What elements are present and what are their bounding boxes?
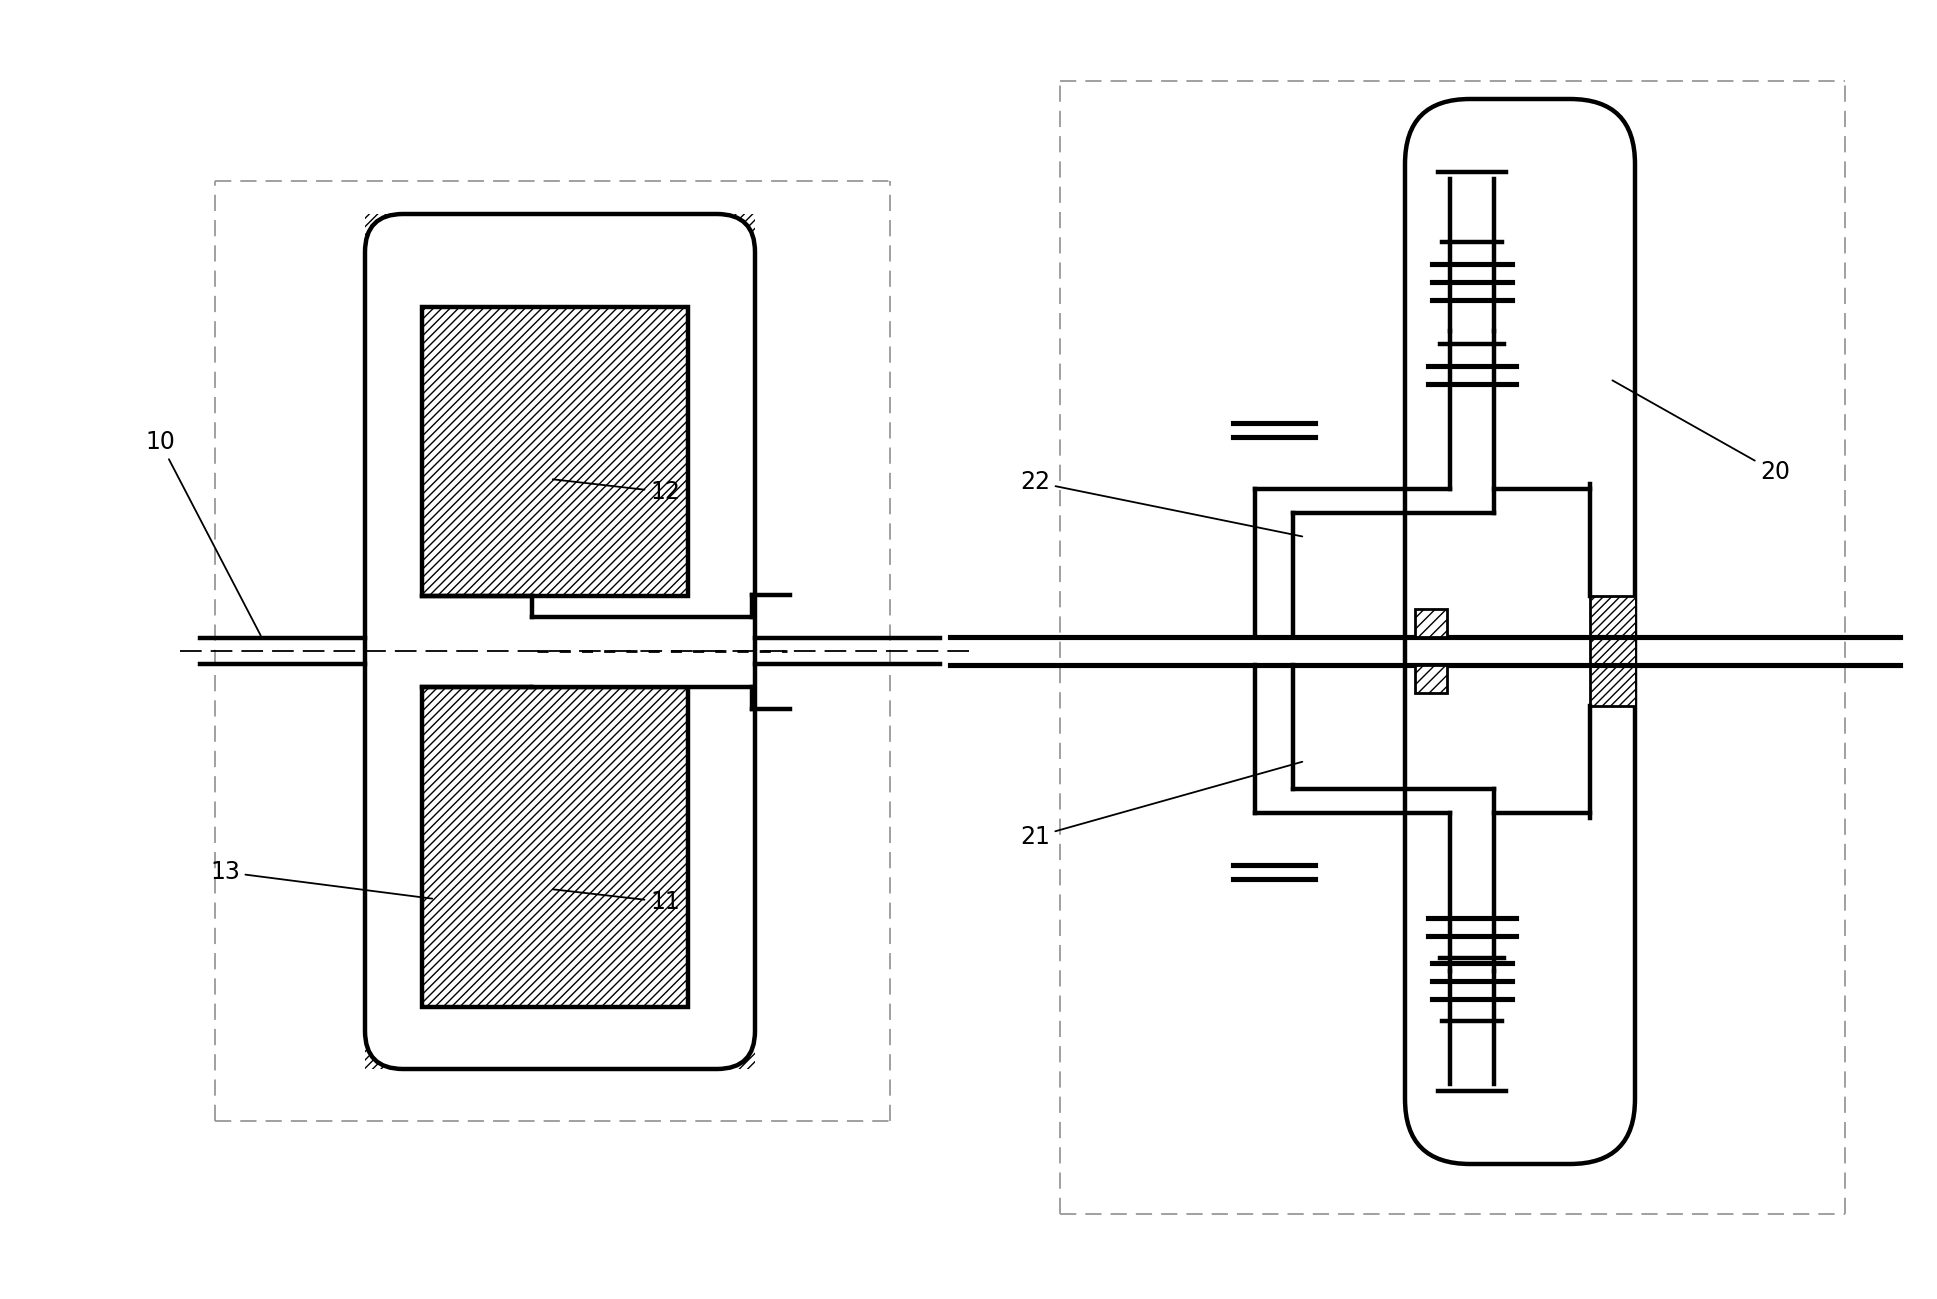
Text: 11: 11 [552, 890, 680, 914]
Bar [1590, 596, 1635, 705]
Text: 10: 10 [145, 430, 261, 635]
Text: 20: 20 [1612, 381, 1790, 485]
FancyBboxPatch shape [1404, 99, 1635, 1164]
Text: 12: 12 [552, 479, 680, 504]
Bar [533, 617, 752, 687]
Bar [364, 656, 755, 1069]
Bar [1416, 665, 1447, 692]
Bar [422, 687, 688, 1007]
Text: 22: 22 [1021, 470, 1302, 536]
Bar [364, 214, 755, 646]
FancyBboxPatch shape [364, 214, 755, 1069]
Text: 13: 13 [209, 860, 432, 899]
Text: 21: 21 [1021, 761, 1302, 850]
Bar [1416, 609, 1447, 637]
Bar [422, 307, 688, 596]
